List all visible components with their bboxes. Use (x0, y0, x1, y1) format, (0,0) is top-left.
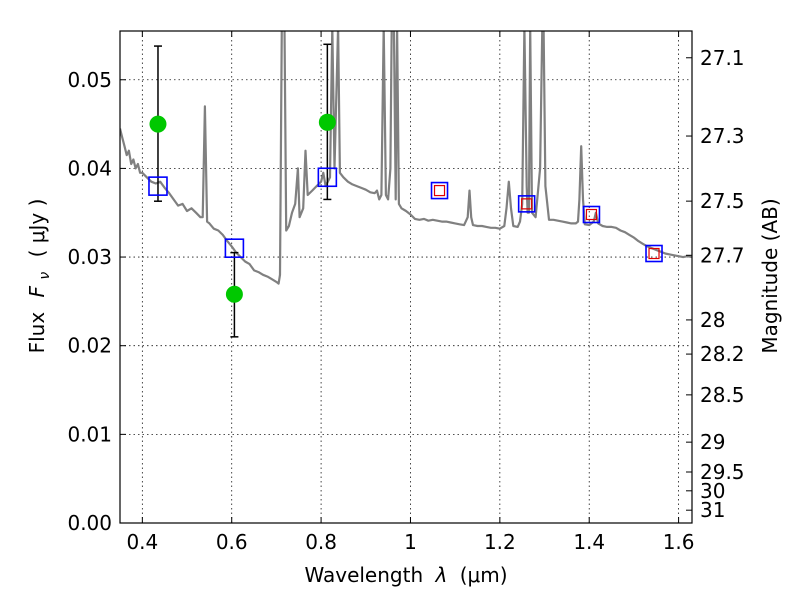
x-axis-label: Wavelength λ (μm) (304, 563, 507, 587)
y2-tick-label: 27.7 (700, 243, 745, 267)
x-tick-label: 0.6 (216, 530, 248, 554)
y-axis-label: Flux F ν ( μJy ) (25, 199, 54, 354)
observed-point (225, 285, 243, 303)
clipped-content (120, 31, 692, 338)
x-tick-label: 1 (404, 530, 417, 554)
y2-tick-label: 28.2 (700, 342, 745, 366)
y-tick-label: 0.04 (67, 156, 112, 180)
spectrum-line (120, 31, 692, 285)
y2-tick-label: 28 (700, 308, 725, 332)
model-square-ir-inner (521, 198, 533, 210)
model-square (148, 176, 168, 196)
x-tick-label: 1.4 (573, 530, 605, 554)
y2-tick-label: 27.5 (700, 189, 745, 213)
model-square-ir (645, 244, 663, 263)
model-square (317, 167, 338, 188)
model-square-ir (517, 195, 536, 213)
plot-frame (119, 30, 693, 524)
observed-point (318, 113, 336, 131)
model-square (224, 238, 245, 258)
x-tick-label: 0.4 (126, 530, 158, 554)
y-tick-label: 0.01 (67, 422, 112, 446)
y2-tick-label: 29.5 (700, 460, 745, 484)
y2-tick-label: 27.1 (700, 46, 745, 70)
y2-tick-label: 31 (700, 498, 725, 522)
observed-point (149, 115, 167, 133)
y-tick-label: 0.02 (67, 334, 112, 358)
grid (120, 31, 692, 523)
model-square-ir-inner (585, 208, 598, 221)
y2-tick-label: 30 (700, 479, 725, 503)
x-tick-label: 1.6 (663, 530, 695, 554)
y2-tick-label: 27.3 (700, 124, 745, 148)
model-square-ir (582, 205, 601, 224)
y-tick-label: 0.00 (67, 511, 112, 535)
plot-area (120, 31, 692, 338)
model-square-ir (430, 181, 449, 200)
y-tick-label: 0.05 (67, 68, 112, 92)
y2-axis-label: Magnitude (AB) (758, 198, 782, 353)
model-square-ir-inner (648, 247, 660, 260)
y2-tick-label: 28.5 (700, 383, 745, 407)
x-tick-label: 1.2 (484, 530, 516, 554)
x-tick-label: 0.8 (305, 530, 337, 554)
y-tick-label: 0.03 (67, 245, 112, 269)
model-square-ir-inner (433, 184, 446, 197)
y2-tick-label: 29 (700, 430, 725, 454)
axes: 0.4 0.6 0.8 1 1.2 1.4 1.6 0.00 0.01 0.02 0.03 0.04 0… (67, 31, 745, 554)
